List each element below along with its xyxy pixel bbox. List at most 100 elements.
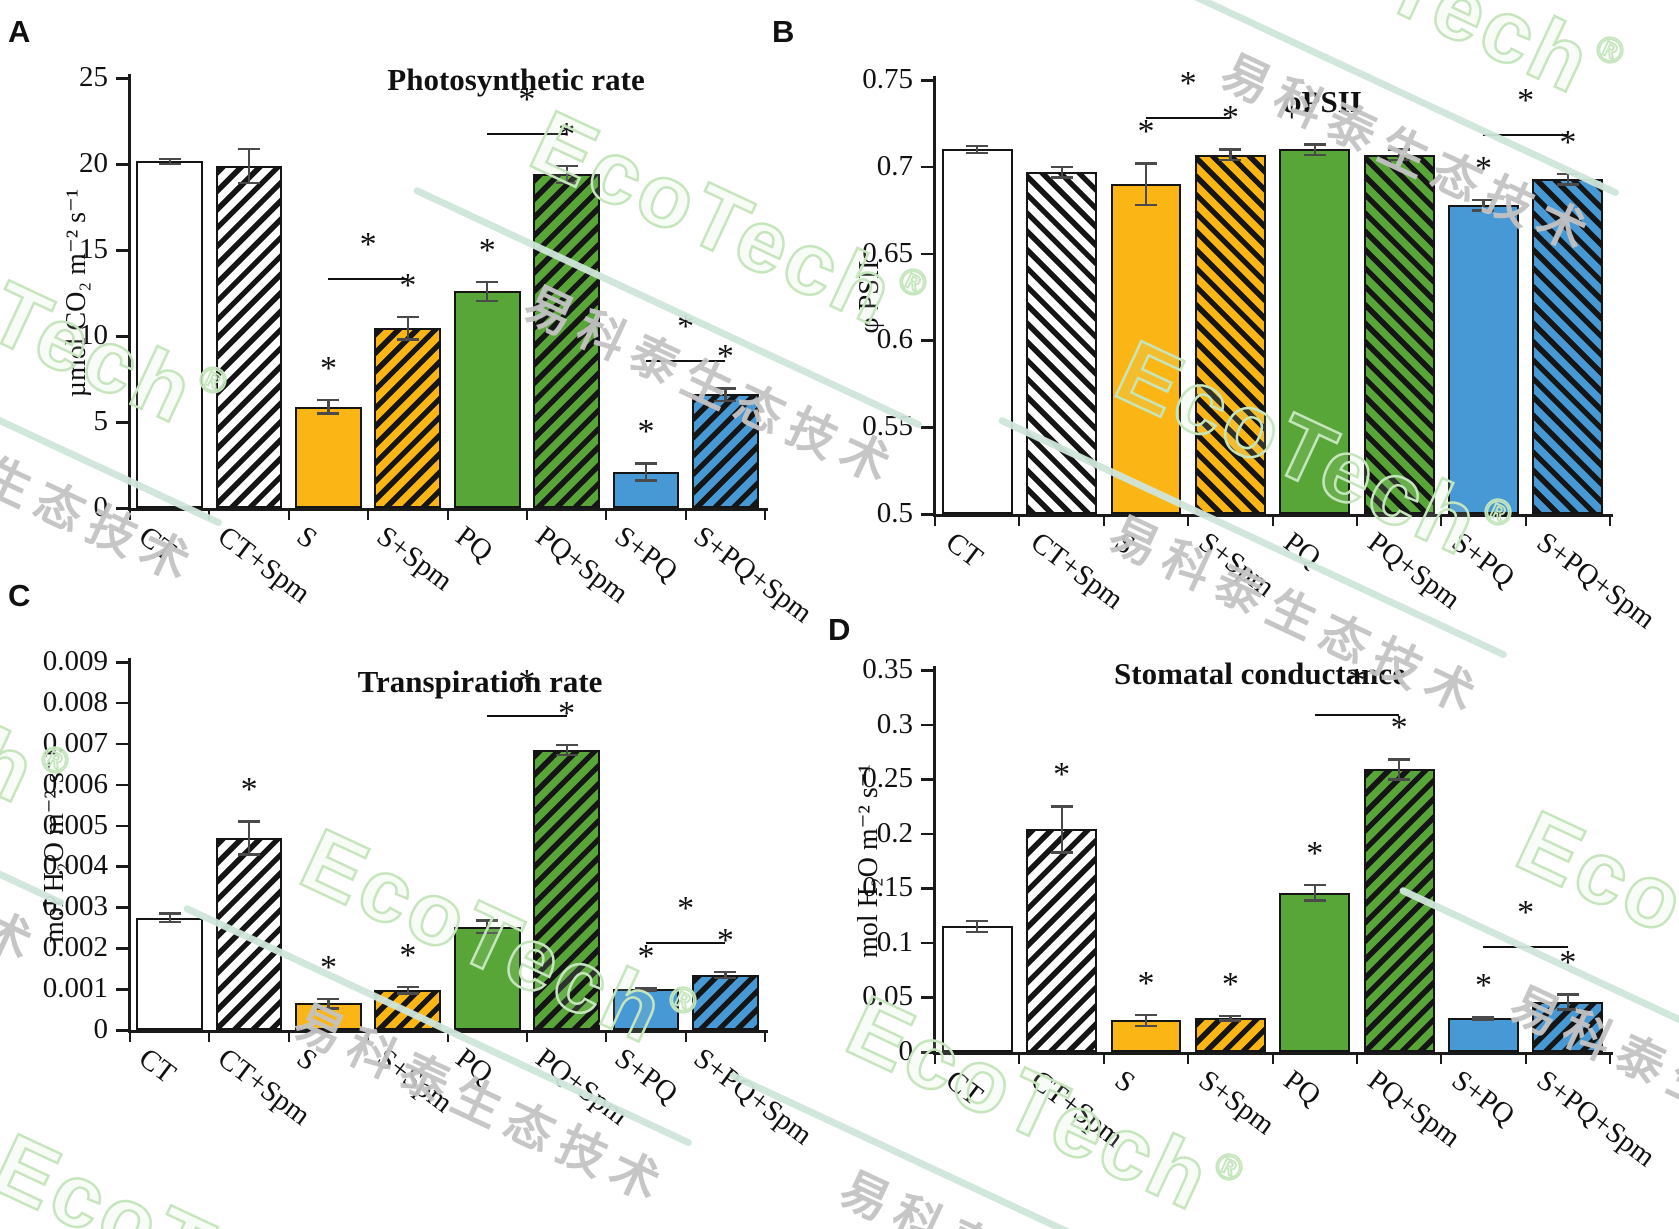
comparison-bracket xyxy=(1483,133,1568,136)
y-tick-mark xyxy=(116,77,128,80)
significance-asterisk: * xyxy=(637,937,655,975)
y-tick-mark xyxy=(116,701,128,705)
significance-asterisk: * xyxy=(319,948,337,986)
bar-B-PQ+Spm xyxy=(1363,154,1435,514)
significance-asterisk: * xyxy=(716,338,734,376)
x-tick-mark xyxy=(525,1032,528,1042)
y-tick-label: 0.1 xyxy=(876,925,913,958)
x-tick-mark xyxy=(367,510,370,520)
x-tick-mark xyxy=(446,510,449,520)
significance-asterisk: * xyxy=(1306,835,1324,872)
error-bar xyxy=(1313,885,1316,901)
x-tick-label-PQ+Spm: PQ+Spm xyxy=(1361,526,1467,616)
x-tick-label-CT: CT xyxy=(939,526,989,574)
chart-title-A: Photosynthetic rate xyxy=(387,62,645,97)
y-tick-mark xyxy=(921,832,933,836)
error-bar-cap-bottom xyxy=(1388,778,1411,781)
error-bar-cap-top xyxy=(158,157,181,161)
comparison-bracket xyxy=(487,715,567,718)
x-tick-mark xyxy=(934,1054,936,1064)
error-bar-cap-bottom xyxy=(1556,183,1579,186)
chart-title-C: Transpiration rate xyxy=(357,664,603,699)
y-tick-label: 0.006 xyxy=(42,767,108,800)
significance-asterisk: * xyxy=(558,115,576,153)
x-tick-mark xyxy=(1355,516,1358,526)
error-bar-cap-top xyxy=(555,164,578,168)
y-tick-mark xyxy=(921,79,933,82)
error-bar xyxy=(1398,759,1401,780)
error-bar-cap-top xyxy=(317,997,340,1000)
significance-asterisk: * xyxy=(1053,756,1071,794)
error-bar xyxy=(565,745,568,755)
error-bar-cap-bottom xyxy=(158,920,181,924)
x-tick-mark xyxy=(1524,516,1527,526)
x-tick-mark xyxy=(446,1032,449,1042)
bar-D-S+Spm xyxy=(1194,1018,1266,1052)
bar-D-PQ+Spm xyxy=(1363,769,1435,1052)
error-bar-cap-top xyxy=(1303,884,1326,887)
comparison-bracket xyxy=(1483,946,1568,949)
significance-asterisk: * xyxy=(1559,944,1577,982)
x-tick-label-S+Spm: S+Spm xyxy=(370,1042,459,1120)
y-tick-label: 0 xyxy=(898,1035,914,1067)
bar-D-PQ xyxy=(1279,892,1351,1052)
x-tick-label-PQ: PQ xyxy=(449,1042,499,1090)
error-bar-cap-bottom xyxy=(555,181,578,185)
significance-asterisk: * xyxy=(637,413,655,451)
y-tick-mark xyxy=(116,865,128,868)
error-bar-cap-bottom xyxy=(238,853,261,856)
bracket-asterisk: * xyxy=(1348,661,1366,699)
x-tick-mark xyxy=(1018,516,1021,526)
chart-title-D: Stomatal conductance xyxy=(1114,656,1406,691)
error-bar-cap-bottom xyxy=(1303,153,1326,157)
y-tick-label: 10 xyxy=(79,319,108,351)
x-tick-mark xyxy=(684,510,687,520)
y-tick-label: 0.6 xyxy=(876,323,913,356)
error-bar-cap-top xyxy=(476,280,499,284)
error-bar xyxy=(565,165,568,183)
x-tick-mark xyxy=(525,510,528,520)
y-tick-mark xyxy=(116,947,128,950)
bar-C-S+PQ xyxy=(612,989,680,1030)
y-tick-mark xyxy=(921,778,933,781)
y-tick-mark xyxy=(116,783,128,787)
error-bar-cap-bottom xyxy=(1303,899,1326,902)
y-tick-mark xyxy=(116,1029,128,1032)
bar-C-PQ xyxy=(453,926,521,1030)
significance-asterisk: * xyxy=(240,771,258,809)
x-tick-label-S+Spm: S+Spm xyxy=(370,520,459,598)
x-tick-mark xyxy=(764,1032,766,1042)
error-bar-cap-bottom xyxy=(714,399,737,402)
bracket-asterisk: * xyxy=(677,890,695,928)
y-tick-mark xyxy=(116,988,128,991)
error-bar-cap-bottom xyxy=(317,1007,340,1010)
watermark-underline xyxy=(0,1209,385,1229)
significance-asterisk: * xyxy=(399,267,417,305)
error-bar-cap-bottom xyxy=(1134,203,1157,207)
y-axis-line xyxy=(933,76,936,516)
error-bar-cap-top xyxy=(1050,165,1073,169)
x-tick-label-PQ+Spm: PQ+Spm xyxy=(1361,1064,1467,1154)
y-tick-label: 0.3 xyxy=(876,707,913,740)
error-bar-cap-top xyxy=(476,919,499,922)
bar-B-S+PQ+Spm xyxy=(1532,178,1604,514)
error-bar-cap-bottom xyxy=(1472,209,1495,212)
error-bar xyxy=(976,145,979,153)
x-tick-label-CT: CT xyxy=(132,520,182,568)
x-tick-mark xyxy=(367,1032,370,1042)
significance-asterisk: * xyxy=(1137,964,1155,1002)
error-bar xyxy=(406,317,409,340)
watermark-ecotech-logo: EcoTech® xyxy=(1213,0,1636,127)
error-bar xyxy=(724,971,727,979)
y-tick-label: 0.55 xyxy=(862,410,913,443)
y-axis-line xyxy=(933,666,936,1054)
error-bar-cap-top xyxy=(1388,148,1411,151)
x-tick-label-S+Spm: S+Spm xyxy=(1193,1064,1281,1142)
y-tick-label: 0.009 xyxy=(42,645,108,677)
bar-C-S+Spm xyxy=(374,989,442,1030)
bar-B-PQ xyxy=(1279,149,1351,514)
y-tick-mark xyxy=(116,421,128,424)
error-bar xyxy=(248,148,251,183)
error-bar-cap-top xyxy=(714,387,737,390)
